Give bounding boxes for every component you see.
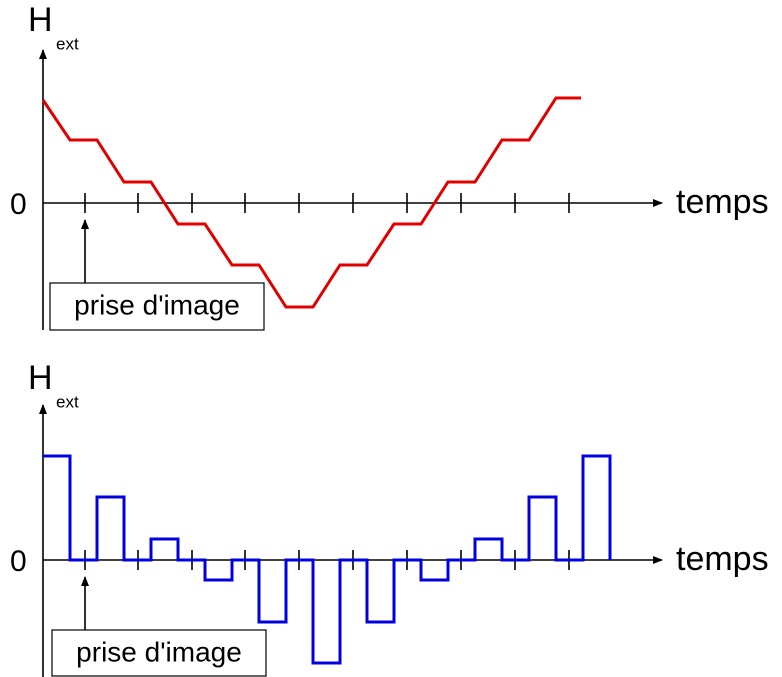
x-label: temps (676, 540, 769, 578)
axis-label: H (28, 1, 53, 39)
panel-bottom: H ext 0 temps prise d'image (10, 359, 769, 677)
annotation: prise d'image (74, 289, 240, 320)
axis-subscript: ext (56, 392, 79, 411)
panel-top: H ext 0 temps prise d'image (10, 1, 769, 331)
annotation-box (51, 629, 267, 677)
field-curve (41, 96, 581, 309)
axis-label: H (28, 359, 53, 397)
annotation-box (49, 282, 265, 331)
zero-label: 0 (10, 545, 27, 578)
axis-subscript: ext (56, 34, 79, 53)
ticks (84, 193, 570, 213)
pulse-curve (43, 454, 612, 665)
x-label: temps (676, 183, 769, 221)
annotation: prise d'image (76, 636, 242, 667)
zero-label: 0 (10, 188, 27, 221)
